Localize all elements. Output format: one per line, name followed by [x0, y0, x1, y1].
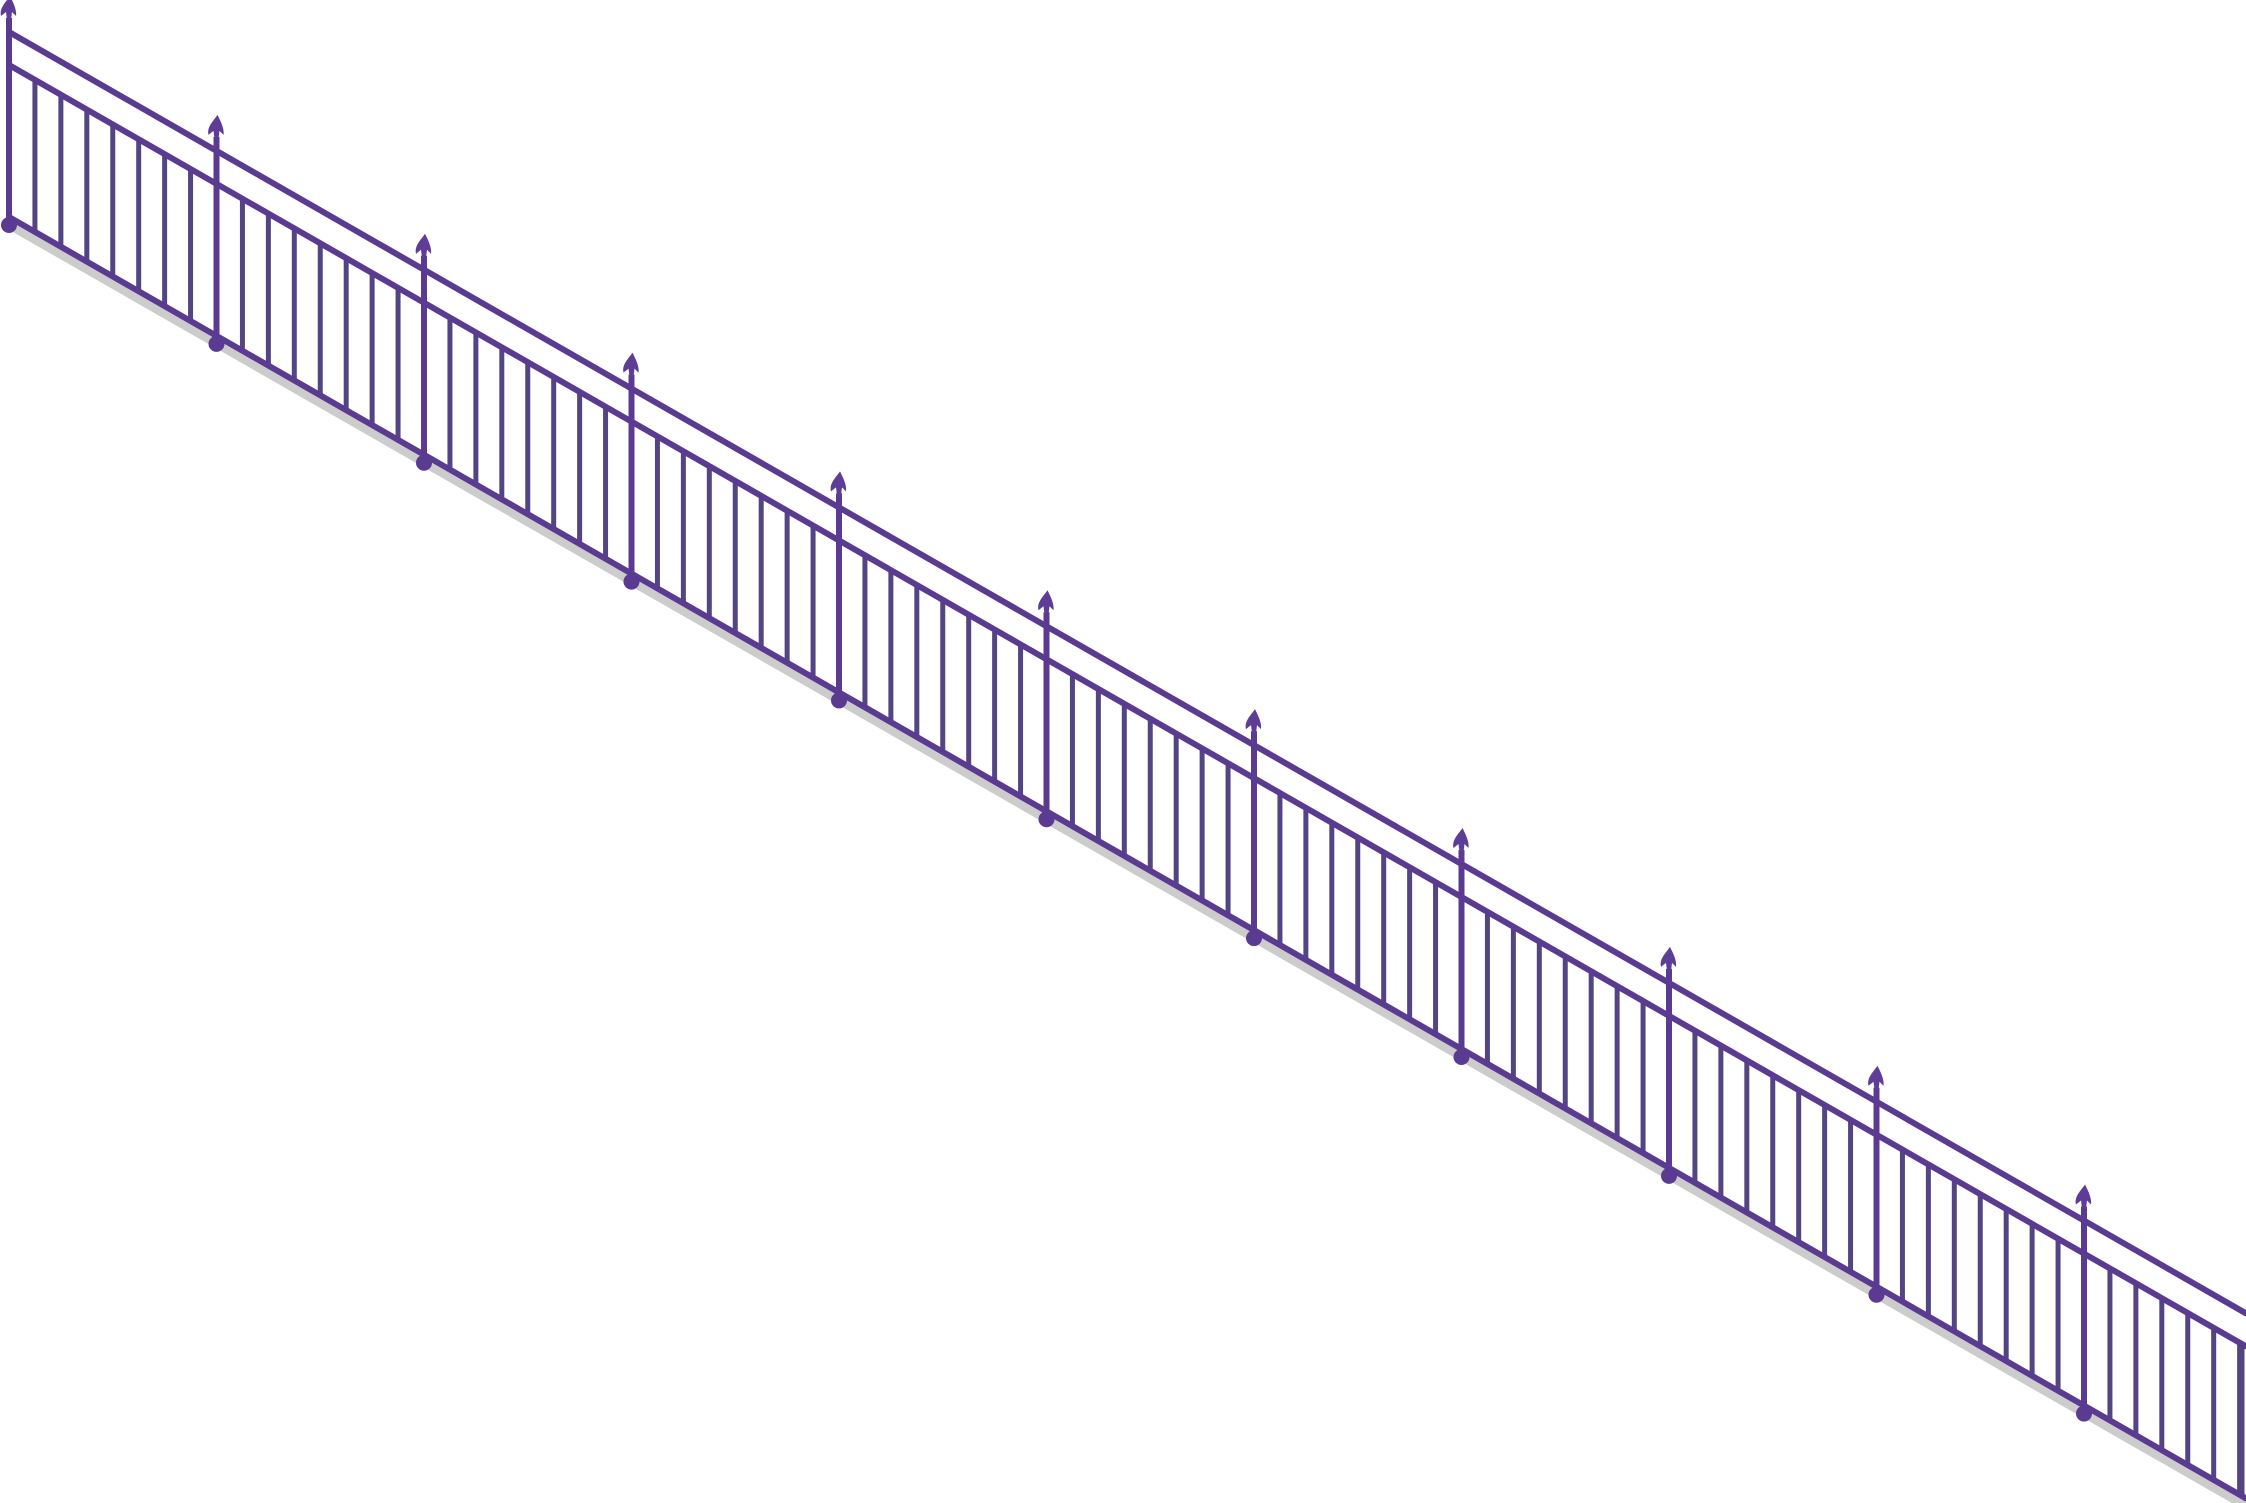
fence-post-base-knob — [208, 335, 225, 352]
fence-post-finial-icon — [830, 471, 847, 496]
fence-post-finial-icon — [0, 0, 17, 20]
fence-post-finial-icon — [2075, 1184, 2092, 1209]
fence-post — [2075, 1184, 2092, 1422]
fence-post — [1245, 709, 1262, 947]
fence-rails — [6, 29, 2246, 1502]
fence-post-base-knob — [416, 454, 432, 471]
fence-posts — [0, 0, 2092, 1422]
fence-post-base-knob — [831, 692, 847, 709]
fence-post — [623, 352, 640, 590]
fence-post — [1038, 590, 1055, 828]
fence-post — [830, 471, 847, 709]
fence-post-finial-icon — [1245, 709, 1262, 734]
fence-post-base-knob — [1, 217, 17, 233]
fence-post-base-knob — [1038, 811, 1055, 828]
fence-post — [208, 114, 225, 352]
top-rail — [6, 29, 2246, 1317]
bottom-rail — [6, 214, 2246, 1502]
fence-post-finial-icon — [1660, 946, 1677, 971]
fence-post — [1660, 946, 1677, 1184]
ground-shadow — [4, 219, 2246, 1503]
fence-post-finial-icon — [208, 114, 224, 139]
fence-post-finial-icon — [623, 352, 639, 377]
fence-post-finial-icon — [1453, 827, 1469, 852]
ground-shadow-line — [4, 219, 2246, 1503]
fence-post-base-knob — [2076, 1405, 2092, 1422]
fence-post-finial-icon — [1038, 590, 1054, 615]
fence-post-finial-icon — [415, 233, 432, 258]
fence-post — [1868, 1065, 1885, 1303]
fence-post — [1453, 827, 1470, 1065]
middle-rail — [6, 62, 2246, 1350]
fence-post-finial-icon — [1868, 1065, 1884, 1090]
fence-post-base-knob — [1246, 930, 1262, 947]
fence-post-base-knob — [623, 573, 640, 590]
fence-post-base-knob — [1661, 1167, 1677, 1184]
fence-post-base-knob — [1453, 1048, 1470, 1065]
fence-post — [415, 233, 432, 471]
fence-pickets — [32, 79, 2245, 1497]
fence-post-base-knob — [1868, 1286, 1885, 1303]
fence-post — [0, 0, 17, 233]
